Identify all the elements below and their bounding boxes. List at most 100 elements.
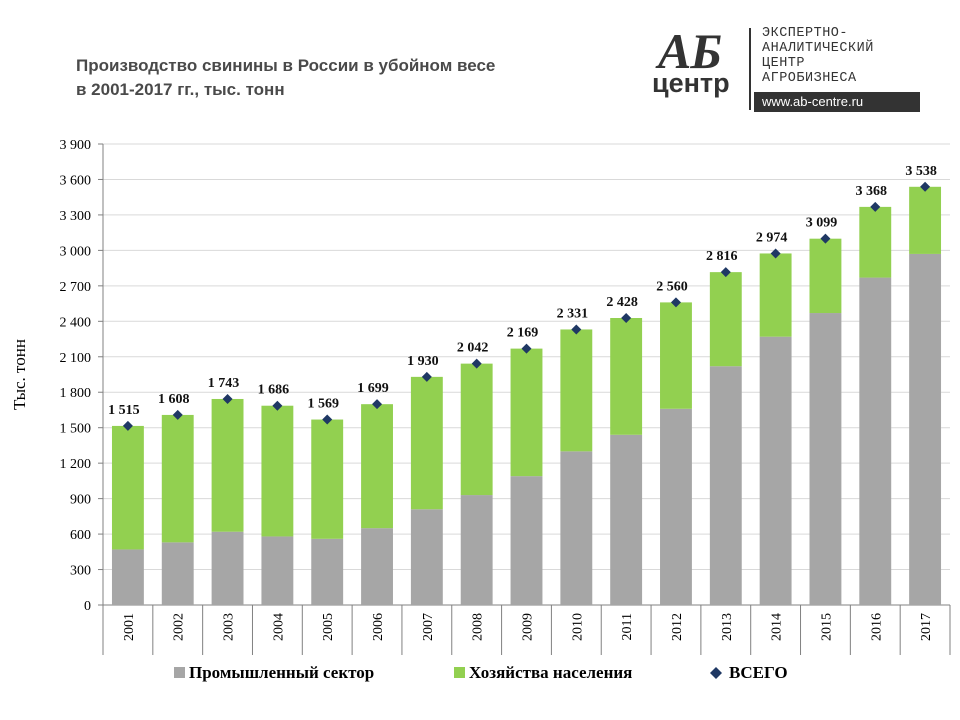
x-tick-label-2009: 2009 [521,613,536,641]
chart-title-line2: в 2001-2017 гг., тыс. тонн [76,80,285,99]
x-tick-label-2016: 2016 [869,613,884,641]
bar-households-2009 [510,348,543,477]
y-tick-label: 1 500 [60,422,92,437]
total-label-2005: 1 569 [307,397,339,412]
bar-households-2003 [211,398,244,532]
total-marker-2010 [571,324,582,335]
bar-households-2001 [111,425,144,550]
total-marker-2005 [322,414,333,425]
total-label-2011: 2 428 [606,295,638,310]
legend-label-total: ВСЕГО [729,663,788,682]
bar-households-2017 [909,186,942,254]
legend-label-industrial: Промышленный сектор [189,663,374,682]
bar-industrial-2003 [211,531,244,605]
total-label-2006: 1 699 [357,381,389,396]
total-label-2013: 2 816 [706,249,738,264]
bar-households-2013 [709,272,742,367]
total-marker-2016 [870,201,881,212]
x-tick-label-2010: 2010 [570,613,585,641]
total-marker-2003 [222,393,233,404]
total-marker-2001 [122,420,133,431]
bar-households-2015 [809,238,842,314]
x-tick-label-2011: 2011 [620,613,635,640]
x-tick-label-2015: 2015 [819,613,834,641]
total-label-2017: 3 538 [905,164,937,179]
bar-industrial-2001 [111,549,144,605]
bar-households-2011 [610,317,643,435]
bar-industrial-2008 [460,495,493,605]
bar-industrial-2005 [311,538,344,605]
bar-households-2008 [460,363,493,496]
x-tick-label-2017: 2017 [919,613,934,641]
total-marker-2014 [770,248,781,259]
total-label-2014: 2 974 [756,230,788,245]
bar-industrial-2016 [859,277,892,605]
bar-industrial-2012 [660,408,692,605]
total-marker-2006 [372,399,383,410]
bar-households-2002 [161,414,194,543]
total-marker-2008 [471,358,482,369]
chart-title: Производство свинины в России в убойном … [76,54,495,102]
bar-industrial-2015 [809,313,842,605]
bar-households-2014 [759,253,792,337]
logo-divider [749,28,751,110]
total-marker-2015 [820,233,831,244]
chart-title-line1: Производство свинины в России в убойном … [76,56,496,75]
total-marker-2011 [621,312,632,323]
y-tick-label: 900 [70,493,91,508]
legend-swatch-households [454,667,465,678]
y-tick-label: 3 600 [60,173,92,188]
total-marker-2012 [670,297,681,308]
y-tick-label: 0 [84,599,91,614]
total-label-2009: 2 169 [507,326,539,341]
y-tick-label: 2 700 [60,280,92,295]
bar-households-2004 [261,405,294,537]
total-label-2008: 2 042 [457,341,489,356]
bar-households-2006 [361,404,393,529]
x-tick-label-2012: 2012 [670,613,685,641]
y-tick-label: 2 100 [60,351,92,366]
x-tick-label-2002: 2002 [172,613,187,641]
total-label-2012: 2 560 [656,279,688,294]
logo-line-3: ЦЕНТР [762,56,806,71]
total-label-2010: 2 331 [557,306,589,321]
total-marker-2017 [920,181,931,192]
bar-households-2012 [660,302,692,409]
total-label-2004: 1 686 [258,383,290,398]
total-label-2002: 1 608 [158,392,190,407]
total-marker-2007 [421,371,432,382]
y-tick-label: 3 900 [60,138,92,153]
bar-industrial-2004 [261,536,294,605]
legend-swatch-industrial [174,667,185,678]
y-tick-label: 1 800 [60,386,92,401]
x-tick-label-2008: 2008 [471,613,486,641]
y-axis-label: Тыс. тонн [10,339,29,410]
logo-line-2: АНАЛИТИЧЕСКИЙ [762,41,874,56]
total-label-2015: 3 099 [806,216,838,231]
x-tick-label-2005: 2005 [321,613,336,641]
x-tick-label-2003: 2003 [222,613,237,641]
x-tick-label-2014: 2014 [770,613,785,641]
x-tick-label-2007: 2007 [421,613,436,641]
y-tick-label: 1 200 [60,457,92,472]
bar-industrial-2013 [709,366,742,605]
total-label-2001: 1 515 [108,403,140,418]
logo-mark-bottom: центр [652,68,730,98]
bar-industrial-2009 [510,476,543,605]
total-marker-2004 [272,400,283,411]
logo-url: www.ab-centre.ru [754,92,920,112]
y-tick-label: 3 000 [60,244,92,259]
logo-line-1: ЭКСПЕРТНО- [762,26,849,41]
ab-centre-logo: АБ центр ЭКСПЕРТНО- АНАЛИТИЧЕСКИЙ ЦЕНТР … [652,22,922,114]
logo-line-4: АГРОБИЗНЕСА [762,71,857,86]
total-marker-2009 [521,343,532,354]
total-label-2003: 1 743 [208,376,240,391]
y-tick-label: 300 [70,564,91,579]
bar-households-2016 [859,206,892,278]
bar-industrial-2014 [759,336,792,605]
y-tick-label: 3 300 [60,209,92,224]
bar-industrial-2002 [161,542,194,605]
x-tick-label-2013: 2013 [720,613,735,641]
legend-marker-total [710,667,722,679]
